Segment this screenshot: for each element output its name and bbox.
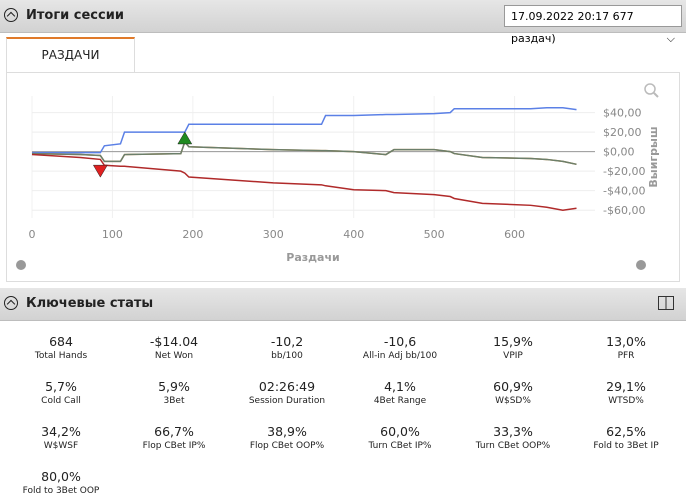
stat-label: All-in Adj bb/100 [362, 351, 438, 361]
chart-panel: 0 100 200 300 400 500 600 $40,00 $20,00 $0,00 -$20… [6, 72, 680, 282]
stat: 34,2% W$WSF [4, 424, 118, 451]
stat-value: 5,7% [45, 379, 77, 394]
stat-label: Session Duration [248, 396, 326, 406]
stat: 33,3% Turn CBet OOP% [456, 424, 570, 451]
stat: -10,2 bb/100 [230, 334, 344, 361]
stat-label: W$WSF [43, 441, 79, 451]
stat: 4,1% 4Bet Range [343, 379, 457, 406]
stat: 5,7% Cold Call [4, 379, 118, 406]
stat: 80,0% Fold to 3Bet OOP [4, 469, 118, 496]
stat-label: Fold to 3Bet OOP [22, 486, 100, 496]
stat-label: Total Hands [34, 351, 88, 361]
stat: 62,5% Fold to 3Bet IP [569, 424, 683, 451]
stat-value: 29,1% [606, 379, 646, 394]
stat-value: 5,9% [158, 379, 190, 394]
stat: 15,9% VPIP [456, 334, 570, 361]
x-axis-label: Раздачи [286, 251, 339, 264]
stat-value: 80,0% [41, 469, 81, 484]
stat-label: bb/100 [271, 351, 303, 361]
extreme-marker [177, 131, 193, 145]
x-tick-label: 400 [343, 228, 364, 241]
stat: 66,7% Flop CBet IP% [117, 424, 231, 451]
x-tick-label: 0 [29, 228, 36, 241]
y-axis-label: Выигрыш [647, 126, 660, 187]
dropdown-arrow: ⌵ [666, 32, 675, 45]
y-tick-label: $0,00 [603, 146, 635, 159]
settings-icon[interactable] [16, 260, 26, 270]
stat: 13,0% PFR [569, 334, 683, 361]
stat-value: -$14.04 [149, 334, 199, 349]
stat-label: Turn CBet IP% [368, 441, 432, 451]
stat: 29,1% WTSD% [569, 379, 683, 406]
stat: 5,9% 3Bet [117, 379, 231, 406]
stat: -$14.04 Net Won [117, 334, 231, 361]
stat-label: 3Bet [163, 396, 185, 406]
stats-title: Ключевые статы [26, 296, 154, 311]
stat-value: 13,0% [606, 334, 646, 349]
stat: 38,9% Flop CBet OOP% [230, 424, 344, 451]
stat-label: Net Won [154, 351, 194, 361]
zoom-icon-handle [653, 92, 659, 98]
series-line [31, 140, 577, 166]
stat-value: 60,0% [380, 424, 420, 439]
y-tick-label: -$40,00 [603, 185, 645, 198]
stat-label: Fold to 3Bet IP [593, 441, 659, 451]
series-line [32, 106, 577, 154]
stat-value: -10,6 [383, 334, 417, 349]
extreme-marker [92, 164, 108, 178]
x-tick-label: 600 [504, 228, 525, 241]
x-tick-label: 200 [182, 228, 203, 241]
y-tick-label: -$20,00 [603, 165, 645, 178]
x-tick-label: 100 [102, 228, 123, 241]
stat-value: 34,2% [41, 424, 81, 439]
stat: 60,9% W$SD% [456, 379, 570, 406]
hands-tab[interactable]: РАЗДАЧИ [6, 37, 135, 72]
info-icon[interactable] [636, 260, 646, 270]
stat: 02:26:49 Session Duration [230, 379, 344, 406]
collapse-button[interactable] [4, 8, 18, 22]
stats-header: Ключевые статы [0, 288, 686, 321]
stat-value: 66,7% [154, 424, 194, 439]
stat: 684 Total Hands [4, 334, 118, 361]
chart: 0 100 200 300 400 500 600 $40,00 $20,00 $0,00 -$20… [16, 83, 660, 270]
y-tick-label: $40,00 [603, 107, 642, 120]
stat-label: Turn CBet OOP% [475, 441, 551, 451]
stat-value: 62,5% [606, 424, 646, 439]
stat-value: 684 [49, 334, 73, 349]
collapse-button[interactable] [4, 296, 18, 310]
stat-label: 4Bet Range [373, 396, 427, 406]
y-tick-label: $20,00 [603, 126, 642, 139]
stat-label: Flop CBet IP% [142, 441, 206, 451]
series-line [31, 153, 577, 211]
session-header: Итоги сессии 17.09.2022 20:17 677 раздач… [0, 0, 686, 45]
stat-label: Cold Call [41, 396, 81, 406]
x-tick-label: 500 [424, 228, 445, 241]
header-title: Итоги сессии [26, 8, 124, 23]
x-tick-label: 300 [263, 228, 284, 241]
layout-button[interactable] [658, 296, 674, 310]
stat-value: 33,3% [493, 424, 533, 439]
stat-label: VPIP [503, 351, 523, 361]
stat-value: -10,2 [270, 334, 304, 349]
y-tick-label: -$60,00 [603, 204, 645, 217]
stat-value: 15,9% [493, 334, 533, 349]
stat-label: WTSD% [608, 396, 644, 406]
stat-value: 38,9% [267, 424, 307, 439]
stat-label: W$SD% [495, 396, 531, 406]
zoom-icon[interactable] [644, 83, 656, 95]
stat: -10,6 All-in Adj bb/100 [343, 334, 457, 361]
stat: 60,0% Turn CBet IP% [343, 424, 457, 451]
session-text: 17.09.2022 20:17 677 раздач) [511, 10, 634, 45]
stat-label: PFR [617, 351, 635, 361]
stat-value: 60,9% [493, 379, 533, 394]
session-select[interactable]: 17.09.2022 20:17 677 раздач) ⌵ [504, 5, 682, 45]
stat-value: 4,1% [384, 379, 416, 394]
stat-label: Flop CBet OOP% [249, 441, 325, 451]
stat-value: 02:26:49 [258, 379, 316, 394]
